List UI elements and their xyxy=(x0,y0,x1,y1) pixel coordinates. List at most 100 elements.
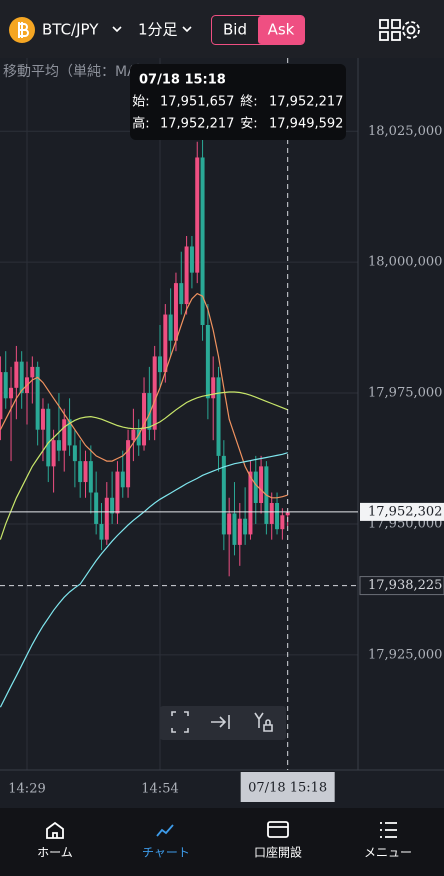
tooltip-value: 17,951,657 xyxy=(160,95,234,110)
candle-body xyxy=(40,408,45,430)
candle-body xyxy=(56,440,61,451)
chevron xyxy=(112,26,122,33)
candle-body xyxy=(211,377,216,399)
candle-body xyxy=(200,157,205,325)
candle-body xyxy=(35,366,40,430)
candle-body xyxy=(46,408,51,467)
candle-body xyxy=(259,466,264,503)
y-tick-label: 18,000,000 xyxy=(368,255,442,270)
nav-menu[interactable]: メニュー xyxy=(364,846,412,860)
scroll-end-icon[interactable] xyxy=(211,715,230,729)
tooltip-value: 17,952,217 xyxy=(269,95,343,110)
header xyxy=(0,0,444,58)
candle-body xyxy=(269,503,274,524)
candle-body xyxy=(216,377,221,456)
candle-body xyxy=(110,497,115,514)
crosshair-tag xyxy=(240,772,335,802)
candle-body xyxy=(168,314,173,341)
ma-line xyxy=(0,391,288,540)
candle-body xyxy=(126,440,131,488)
chevron xyxy=(182,26,192,33)
layout-icon[interactable] xyxy=(379,19,401,41)
bid-button[interactable]: Bid xyxy=(223,21,247,39)
candle-body xyxy=(3,372,8,399)
candle-body xyxy=(173,283,178,341)
tooltip-value: 17,949,592 xyxy=(269,117,343,132)
timeframe-selector[interactable]: 1分足 xyxy=(138,21,192,39)
candle-body xyxy=(205,325,210,399)
chart-icon[interactable] xyxy=(156,824,174,837)
candle-body xyxy=(195,157,200,273)
x-tick-label: 14:54 xyxy=(141,782,178,797)
y-lock-icon[interactable] xyxy=(254,712,273,732)
candle-body xyxy=(14,361,19,388)
candle-body xyxy=(280,515,285,530)
candle-body xyxy=(237,518,242,545)
y-tick-label: 18,025,000 xyxy=(368,124,442,139)
tooltip-key: 安: xyxy=(240,117,257,132)
bottom-nav xyxy=(0,808,444,876)
ask-bg xyxy=(258,16,304,44)
y-tick-label: 17,925,000 xyxy=(368,647,442,662)
timeframe: 1分足 xyxy=(138,21,178,39)
coin-glyph xyxy=(18,22,29,38)
candle-body xyxy=(72,445,77,462)
overlay: 07/18 15:18 07/18 15:18 始: 17,951,657 終: 17,9… xyxy=(130,64,346,802)
tooltip-date: 07/18 15:18 xyxy=(139,73,226,88)
y-tick-label: 17,975,000 xyxy=(368,386,442,401)
candle-body xyxy=(62,419,67,451)
candle-body xyxy=(275,503,280,530)
candle-body xyxy=(104,497,109,540)
plot: 18,025,00018,000,00017,975,00017,950,000… xyxy=(0,58,444,797)
candle-body xyxy=(232,513,237,545)
candle-body xyxy=(152,356,157,430)
candle-body xyxy=(30,366,35,378)
candle-body xyxy=(136,429,141,446)
candle-body xyxy=(189,246,194,273)
candle-body xyxy=(147,393,152,430)
account-icon[interactable] xyxy=(267,821,289,838)
candle-body xyxy=(88,461,93,493)
candle-body xyxy=(120,471,125,488)
nav-chart[interactable]: チャート xyxy=(142,846,190,860)
price-tag-label: 17,952,302 xyxy=(368,504,442,519)
symbol: BTC/JPY xyxy=(42,21,99,39)
candle-body xyxy=(94,492,99,524)
candle-body xyxy=(158,356,162,373)
tooltip-key: 高: xyxy=(132,116,149,132)
price-tag-label: 17,938,225 xyxy=(368,578,442,593)
symbol-selector[interactable]: BTC/JPY xyxy=(9,17,122,43)
ask-button[interactable]: Ask xyxy=(268,21,295,39)
candle-body xyxy=(163,314,168,373)
tooltip-key: 終: xyxy=(240,94,257,110)
candle-body xyxy=(131,429,136,441)
x-tick-label: 14:29 xyxy=(8,782,45,797)
settings-icon[interactable] xyxy=(402,21,420,39)
candle-body xyxy=(285,512,290,516)
bid-ask-toggle xyxy=(211,15,305,45)
candle-body xyxy=(142,393,147,446)
fullscreen-icon[interactable] xyxy=(171,711,189,733)
home-icon[interactable] xyxy=(46,821,64,839)
candle-body xyxy=(67,419,72,446)
candle-body xyxy=(115,471,120,514)
price-tag xyxy=(359,576,444,596)
tooltip xyxy=(130,64,346,140)
candle-body xyxy=(184,246,189,305)
tooltip-value: 17,952,217 xyxy=(160,117,234,132)
candle-body xyxy=(248,471,253,535)
candle-body xyxy=(243,518,248,535)
candle-body xyxy=(9,387,14,399)
candle-body xyxy=(51,440,56,467)
tooltip-key: 始: xyxy=(132,95,149,110)
nav-account[interactable]: 口座開設 xyxy=(254,845,302,860)
nav-home[interactable]: ホーム xyxy=(37,846,73,860)
candle-body xyxy=(99,523,104,540)
candle-body xyxy=(19,361,24,394)
menu-icon[interactable] xyxy=(380,822,397,838)
price-tag xyxy=(360,502,444,521)
candle-body xyxy=(83,461,88,483)
candle-body xyxy=(78,461,83,483)
candle-body xyxy=(221,455,226,535)
